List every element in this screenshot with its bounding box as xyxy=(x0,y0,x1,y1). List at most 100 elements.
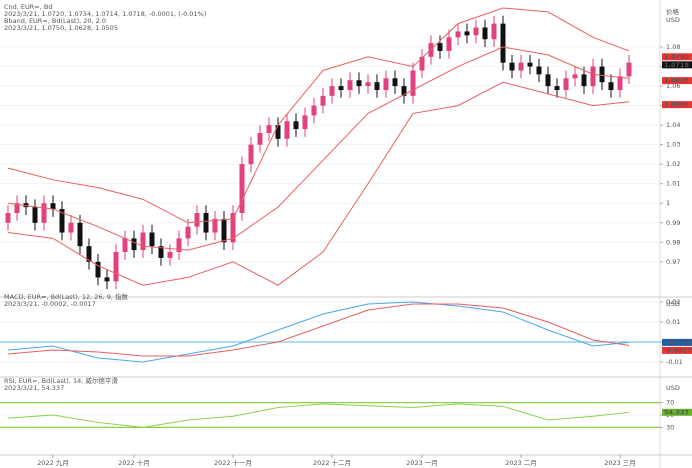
candle-body xyxy=(113,252,119,282)
candle-body xyxy=(230,213,236,243)
candle-body xyxy=(257,132,263,145)
candle-body xyxy=(212,218,218,233)
last-value-label: -0.0002 xyxy=(664,338,692,346)
candle-body xyxy=(509,62,515,71)
candle-body xyxy=(437,43,443,51)
last-value-box xyxy=(662,101,692,109)
y-tick-label: 1.08 xyxy=(666,43,680,51)
candle-body xyxy=(167,252,173,258)
candle-body xyxy=(59,209,65,233)
candle-body xyxy=(68,222,74,233)
series-line xyxy=(7,81,630,286)
candle-body xyxy=(374,82,380,90)
candle-body xyxy=(275,125,281,139)
candle-body xyxy=(572,74,578,79)
y-tick-label: 0.97 xyxy=(666,258,680,266)
axis-title: USD xyxy=(666,300,680,308)
y-tick-label: -0.01 xyxy=(666,358,683,366)
last-value-box xyxy=(662,77,692,85)
candle-body xyxy=(77,222,83,247)
last-value-label: -0.0017 xyxy=(664,346,692,354)
candle-body xyxy=(320,95,326,106)
candle-body xyxy=(203,213,209,233)
candle-body xyxy=(302,115,308,130)
panel-header: RSI, EUR=, Bd(Last), 14, 威尔德平滑 xyxy=(4,376,118,385)
candle-body xyxy=(617,76,623,90)
candle-body xyxy=(590,66,596,87)
panel-header: 2023/3/21, -0.0002, -0.0017 xyxy=(4,300,96,308)
y-tick-label: 1.04 xyxy=(666,121,680,129)
candle-body xyxy=(284,121,290,139)
last-value-label: 54.337 xyxy=(664,408,689,416)
last-value-label: 1.0750 xyxy=(664,53,690,61)
axis-title: 价格 xyxy=(666,7,680,16)
candle-body xyxy=(518,62,524,71)
candle-body xyxy=(50,203,56,210)
y-tick-label: 70 xyxy=(666,399,674,407)
last-value-label: 1.0718 xyxy=(664,61,690,69)
candle-body xyxy=(158,246,164,258)
candle-body xyxy=(266,125,272,133)
x-tick-label: 2022 九月 xyxy=(37,458,69,467)
y-tick-label: 1 xyxy=(666,199,670,207)
candle-body xyxy=(131,238,137,251)
panel-header: MACD, EUR=, Bd(Last), 12, 26, 9, 指数 xyxy=(4,292,128,301)
series-line xyxy=(7,301,630,363)
y-tick-label: 0.02 xyxy=(666,298,680,306)
candle-body xyxy=(122,238,128,253)
candle-body xyxy=(455,31,461,38)
candle-body xyxy=(536,66,542,75)
candle-body xyxy=(338,86,344,90)
candle-body xyxy=(491,23,497,40)
candle-body xyxy=(365,82,371,87)
y-tick-label: 1.06 xyxy=(666,82,680,90)
candle-body xyxy=(239,164,245,213)
candle-body xyxy=(626,62,632,77)
candle-body xyxy=(500,23,506,63)
panel-header: 2023/3/21, 54.337 xyxy=(4,384,64,392)
series-line xyxy=(7,7,630,224)
candle-body xyxy=(347,80,353,90)
y-tick-label: 0.99 xyxy=(666,219,680,227)
candle-body xyxy=(176,238,182,253)
x-tick-label: 2023 三月 xyxy=(604,459,636,467)
x-tick-label: 2023 一月 xyxy=(406,459,438,467)
panel-header: Cnd, EUR=, Bd xyxy=(4,3,52,11)
candle-body xyxy=(392,78,398,87)
candle-body xyxy=(446,37,452,51)
series-line xyxy=(7,46,630,251)
candle-body xyxy=(185,226,191,239)
candle-body xyxy=(104,277,110,282)
candle-body xyxy=(554,86,560,90)
candle-body xyxy=(482,27,488,40)
candle-body xyxy=(356,80,362,87)
panel-header: Bband, EUR=, Bd(Last), 20, 2.0 xyxy=(4,17,106,25)
candle-body xyxy=(473,27,479,36)
candle-body xyxy=(608,82,614,90)
candle-body xyxy=(383,78,389,90)
candle-body xyxy=(194,213,200,227)
candle-body xyxy=(14,203,20,213)
last-value-label: 1.0505 xyxy=(664,101,690,109)
candle-body xyxy=(599,66,605,83)
last-value-label: 1.0628 xyxy=(664,77,690,85)
axis-title: USD xyxy=(666,384,680,392)
y-tick-label: 1.02 xyxy=(666,160,680,168)
candle-body xyxy=(140,232,146,251)
candle-body xyxy=(293,121,299,130)
candle-body xyxy=(311,105,317,116)
candle-body xyxy=(32,207,38,223)
axis-title: USD xyxy=(666,16,680,24)
candle-body xyxy=(401,86,407,96)
candle-body xyxy=(149,232,155,247)
last-value-box xyxy=(662,338,692,346)
last-value-box xyxy=(662,408,692,416)
series-line xyxy=(7,303,630,357)
candle-body xyxy=(86,246,92,262)
panel-header: 2023/3/21, 1.0720, 1.0734, 1.0714, 1.071… xyxy=(4,10,206,18)
candle-body xyxy=(410,70,416,96)
y-tick-label: 1.01 xyxy=(666,180,680,188)
candle-body xyxy=(248,144,254,165)
series-line xyxy=(7,403,630,428)
candle-body xyxy=(563,78,569,90)
